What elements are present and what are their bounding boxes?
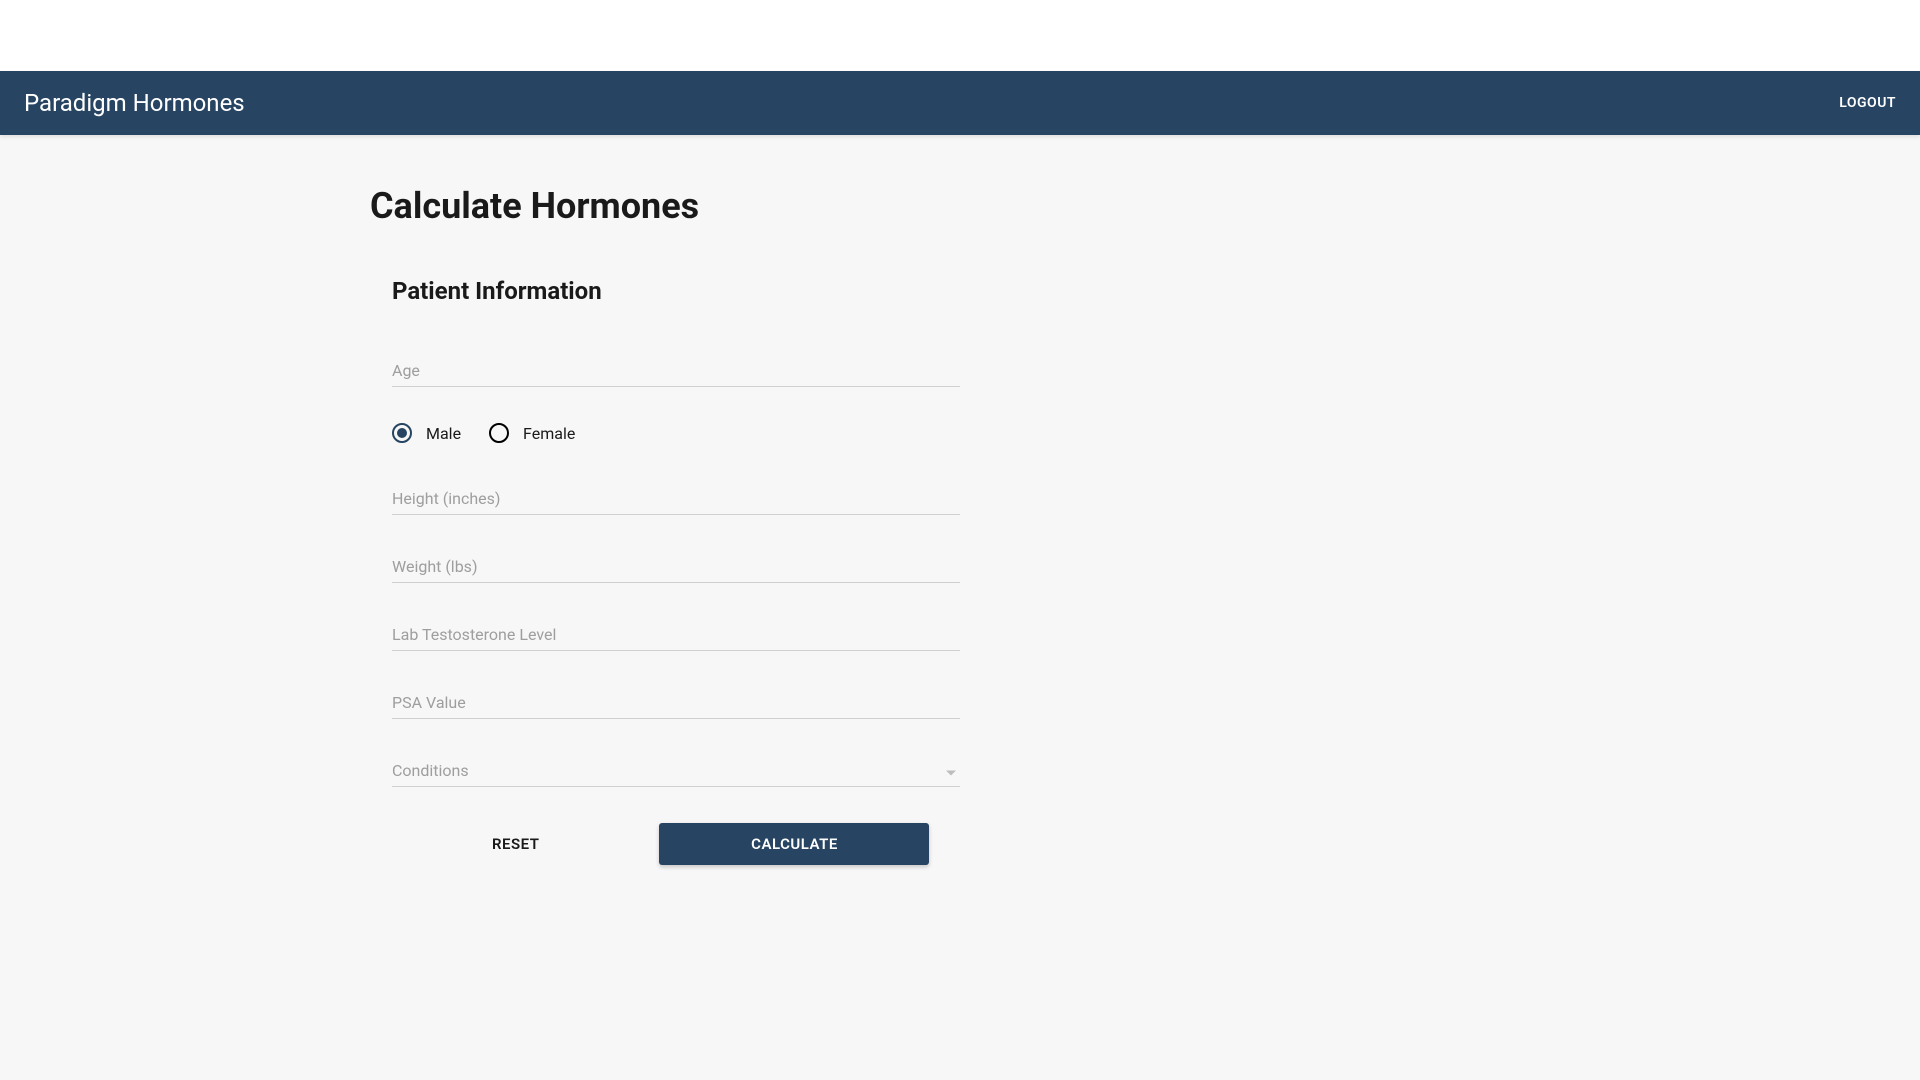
calculate-button[interactable]: CALCULATE [659, 823, 929, 865]
radio-male-dot [397, 428, 407, 438]
age-input[interactable] [392, 355, 960, 387]
radio-male-label: Male [426, 424, 461, 443]
logout-button[interactable]: LOGOUT [1839, 95, 1896, 111]
main-content: Calculate Hormones Patient Information M… [0, 135, 1920, 915]
psa-field-group [392, 687, 960, 719]
radio-female[interactable]: Female [489, 423, 575, 443]
button-row: RESET CALCULATE [392, 823, 960, 865]
radio-male-circle [392, 423, 412, 443]
weight-input[interactable] [392, 551, 960, 583]
radio-male[interactable]: Male [392, 423, 461, 443]
conditions-select[interactable] [392, 755, 960, 787]
app-header: Paradigm Hormones LOGOUT [0, 71, 1920, 135]
weight-field-group [392, 551, 960, 583]
testosterone-field-group [392, 619, 960, 651]
testosterone-input[interactable] [392, 619, 960, 651]
form-container: Calculate Hormones Patient Information M… [370, 185, 960, 865]
height-input[interactable] [392, 483, 960, 515]
height-field-group [392, 483, 960, 515]
radio-female-label: Female [523, 424, 575, 443]
brand-title: Paradigm Hormones [24, 89, 245, 117]
reset-button[interactable]: RESET [452, 825, 579, 863]
psa-input[interactable] [392, 687, 960, 719]
section-title: Patient Information [392, 277, 960, 305]
top-spacer [0, 0, 1920, 71]
page-title: Calculate Hormones [370, 185, 960, 227]
radio-female-circle [489, 423, 509, 443]
gender-radio-group: Male Female [392, 423, 960, 443]
age-field-group [392, 355, 960, 387]
conditions-field-group [392, 755, 960, 787]
